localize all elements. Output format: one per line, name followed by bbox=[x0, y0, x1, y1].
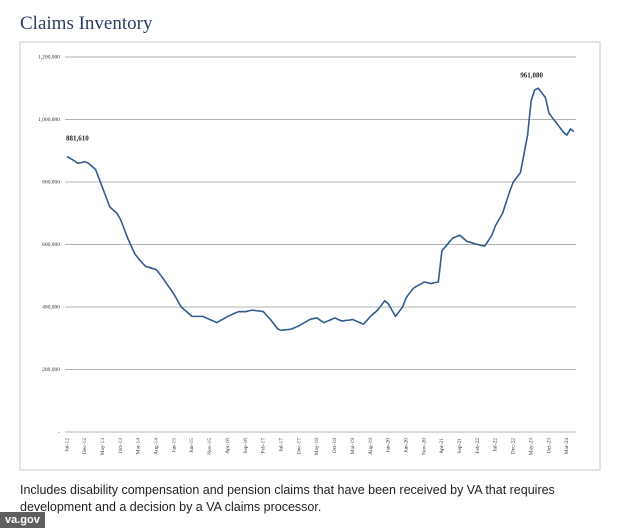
x-tick-label: Apr-21 bbox=[439, 438, 445, 454]
x-tick-label: Sep-21 bbox=[457, 438, 463, 454]
chart-title: Claims Inventory bbox=[20, 13, 153, 34]
x-tick-label: Sep-16 bbox=[243, 438, 249, 454]
x-tick-label: Dec-17 bbox=[296, 438, 302, 454]
x-tick-label: Apr-16 bbox=[225, 438, 231, 454]
data-line bbox=[66, 87, 575, 332]
x-tick-label: Mar-14 bbox=[136, 438, 142, 455]
x-tick-label: Mar-19 bbox=[350, 438, 356, 455]
x-tick-label: Feb-17 bbox=[261, 438, 267, 454]
y-tick-label: 1,000,000 bbox=[38, 117, 60, 123]
x-tick-label: Oct-18 bbox=[332, 438, 338, 454]
x-tick-label: May-13 bbox=[100, 438, 106, 456]
y-tick-label: 200,000 bbox=[42, 367, 60, 373]
annotation: 881,610 bbox=[66, 134, 89, 142]
x-tick-label: Aug-19 bbox=[368, 438, 374, 455]
x-tick-label: Jun-15 bbox=[189, 438, 195, 453]
x-tick-label: Jan-20 bbox=[386, 438, 392, 453]
y-tick-label: 800,000 bbox=[42, 179, 60, 185]
x-tick-label: Feb-22 bbox=[475, 438, 481, 454]
x-tick-label: May-23 bbox=[528, 438, 534, 456]
chart: Claims Inventory - 200,000 400,000 600,000 8… bbox=[19, 13, 601, 471]
x-tick-label: Jul-12 bbox=[64, 438, 70, 452]
x-tick-label: Jul-17 bbox=[278, 438, 284, 452]
x-tick-label: Nov-20 bbox=[421, 438, 427, 455]
x-tick-label: Mar-24 bbox=[564, 438, 570, 455]
y-tick-label: 1,200,000 bbox=[38, 54, 60, 60]
x-tick-label: Nov-15 bbox=[207, 438, 213, 455]
y-tick-label: 400,000 bbox=[42, 304, 60, 310]
x-tick-label: Aug-14 bbox=[154, 438, 160, 455]
x-tick-label: Oct-23 bbox=[546, 438, 552, 454]
credit: va.gov bbox=[0, 512, 45, 528]
y-tick-label: 600,000 bbox=[42, 242, 60, 248]
chart-frame bbox=[19, 41, 601, 471]
x-tick-label: Jun-20 bbox=[403, 438, 409, 453]
x-tick-label: Dec-22 bbox=[511, 438, 517, 454]
x-tick-label: Jan-15 bbox=[171, 438, 177, 453]
annotation: 961,080 bbox=[520, 71, 543, 79]
x-tick-label: Dec-12 bbox=[82, 438, 88, 454]
x-tick-label: Oct-13 bbox=[118, 438, 124, 454]
x-tick-label: Jul-22 bbox=[493, 438, 499, 452]
x-tick-label: May-18 bbox=[314, 438, 320, 456]
caption: Includes disability compensation and pen… bbox=[20, 483, 555, 514]
y-tick-label: - bbox=[58, 429, 60, 435]
